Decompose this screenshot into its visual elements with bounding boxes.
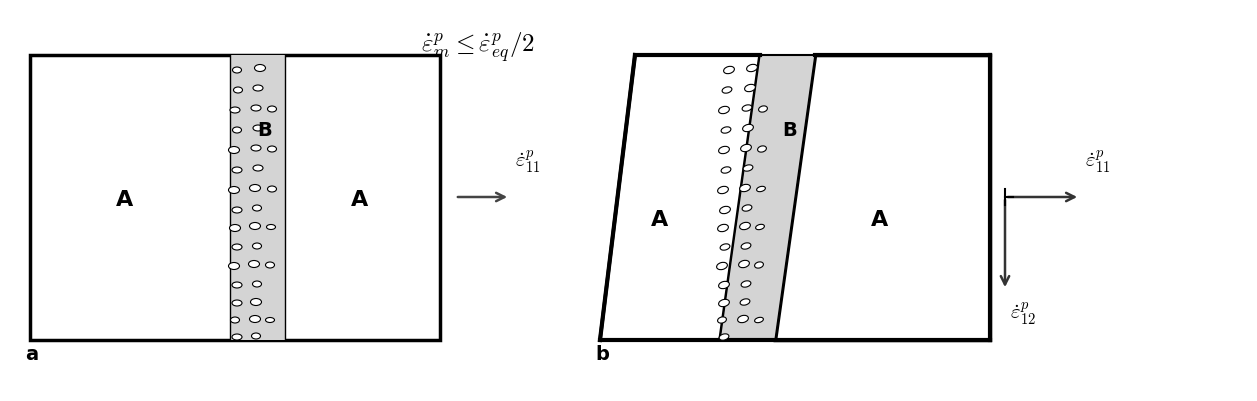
- Polygon shape: [776, 55, 991, 340]
- Text: $\dot{\varepsilon}_{11}^p$: $\dot{\varepsilon}_{11}^p$: [515, 148, 541, 175]
- Ellipse shape: [253, 165, 263, 171]
- Ellipse shape: [253, 125, 263, 131]
- Ellipse shape: [754, 317, 763, 323]
- Bar: [230, 55, 285, 340]
- Ellipse shape: [251, 145, 261, 151]
- Ellipse shape: [251, 333, 260, 339]
- Ellipse shape: [719, 334, 729, 340]
- Ellipse shape: [249, 316, 260, 322]
- Ellipse shape: [754, 262, 763, 268]
- Ellipse shape: [718, 224, 728, 232]
- Ellipse shape: [743, 124, 753, 132]
- Ellipse shape: [229, 186, 240, 194]
- Ellipse shape: [722, 127, 730, 133]
- Text: b: b: [595, 345, 608, 364]
- Ellipse shape: [739, 184, 750, 192]
- Ellipse shape: [718, 186, 728, 194]
- Text: A: A: [651, 210, 669, 230]
- Text: A: A: [352, 190, 368, 210]
- Ellipse shape: [268, 146, 277, 152]
- Ellipse shape: [233, 167, 243, 173]
- Ellipse shape: [740, 144, 752, 152]
- Ellipse shape: [230, 107, 240, 113]
- Ellipse shape: [738, 315, 748, 323]
- Ellipse shape: [234, 87, 243, 93]
- Ellipse shape: [265, 318, 274, 322]
- Ellipse shape: [758, 106, 768, 112]
- Text: a: a: [25, 345, 38, 364]
- Ellipse shape: [722, 167, 730, 173]
- Ellipse shape: [739, 260, 749, 268]
- Ellipse shape: [230, 317, 240, 323]
- Ellipse shape: [233, 282, 243, 288]
- Ellipse shape: [249, 223, 260, 229]
- Ellipse shape: [233, 67, 241, 73]
- Ellipse shape: [253, 281, 261, 287]
- Text: A: A: [117, 190, 133, 210]
- Ellipse shape: [233, 207, 243, 213]
- Ellipse shape: [742, 105, 752, 111]
- Polygon shape: [600, 55, 760, 340]
- Ellipse shape: [268, 106, 277, 112]
- Ellipse shape: [233, 244, 243, 250]
- Ellipse shape: [758, 146, 767, 152]
- Text: B: B: [258, 120, 273, 140]
- Ellipse shape: [744, 84, 755, 92]
- Polygon shape: [720, 55, 815, 340]
- Ellipse shape: [719, 299, 729, 307]
- Ellipse shape: [720, 244, 730, 250]
- Ellipse shape: [742, 281, 750, 287]
- Ellipse shape: [251, 105, 261, 111]
- Ellipse shape: [268, 186, 277, 192]
- Ellipse shape: [718, 317, 727, 323]
- Ellipse shape: [254, 65, 265, 71]
- Ellipse shape: [233, 127, 241, 133]
- Ellipse shape: [265, 262, 274, 268]
- Ellipse shape: [266, 225, 275, 229]
- Ellipse shape: [742, 205, 752, 211]
- Ellipse shape: [740, 299, 750, 305]
- Ellipse shape: [253, 205, 261, 211]
- Ellipse shape: [742, 243, 750, 249]
- Ellipse shape: [722, 87, 732, 93]
- Ellipse shape: [716, 262, 728, 269]
- Ellipse shape: [249, 184, 260, 192]
- Ellipse shape: [233, 334, 243, 340]
- Ellipse shape: [250, 298, 261, 306]
- Ellipse shape: [739, 222, 750, 230]
- Text: $\dot{\varepsilon}_{12}^p$: $\dot{\varepsilon}_{12}^p$: [1011, 300, 1037, 327]
- Ellipse shape: [230, 225, 240, 231]
- Ellipse shape: [249, 261, 259, 267]
- Bar: [30, 55, 440, 340]
- Ellipse shape: [755, 224, 764, 230]
- Ellipse shape: [229, 263, 240, 269]
- Ellipse shape: [747, 64, 758, 72]
- Ellipse shape: [253, 243, 261, 249]
- Ellipse shape: [719, 106, 729, 113]
- Ellipse shape: [724, 66, 734, 74]
- Ellipse shape: [757, 186, 766, 192]
- Text: A: A: [871, 210, 889, 230]
- Text: $\dot{\varepsilon}_{11}^p$: $\dot{\varepsilon}_{11}^p$: [1085, 148, 1111, 175]
- Ellipse shape: [719, 282, 729, 289]
- Text: $\dot{\varepsilon}_m^p \leq \dot{\varepsilon}_{eq}^p/2$: $\dot{\varepsilon}_m^p \leq \dot{\vareps…: [421, 30, 534, 64]
- Ellipse shape: [229, 146, 240, 154]
- Ellipse shape: [233, 300, 243, 306]
- Ellipse shape: [743, 165, 753, 171]
- Ellipse shape: [719, 207, 730, 214]
- Ellipse shape: [253, 85, 263, 91]
- Ellipse shape: [719, 146, 729, 154]
- Text: B: B: [783, 120, 797, 140]
